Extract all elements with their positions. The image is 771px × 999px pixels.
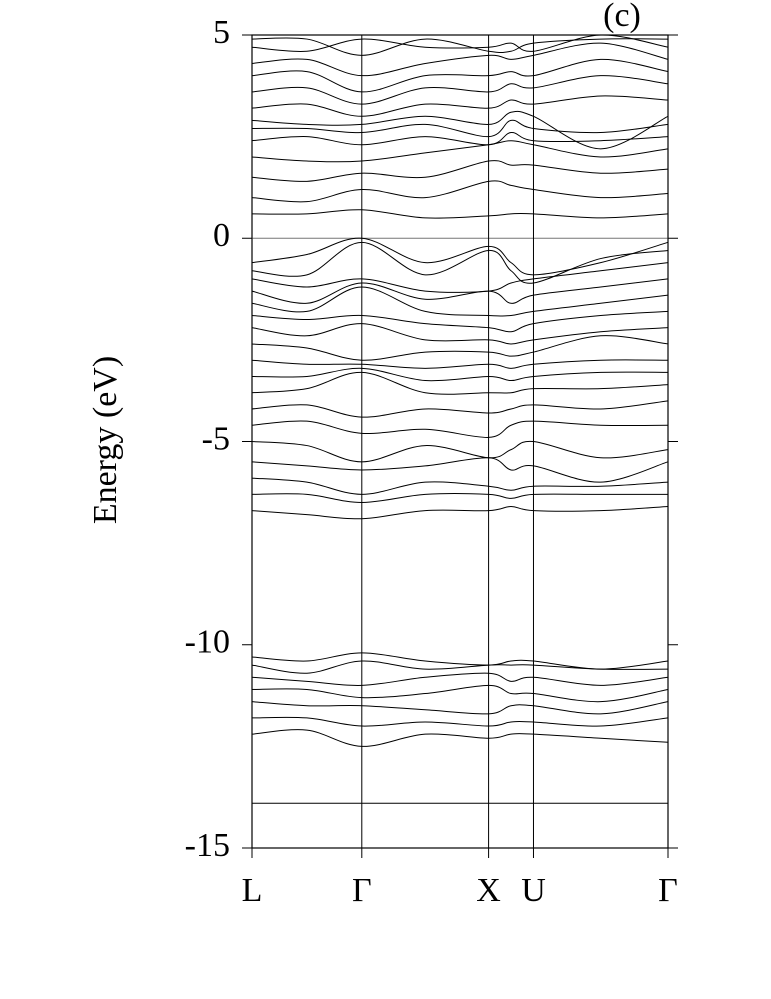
band-line (251, 729, 669, 747)
band-line (251, 75, 669, 105)
band-line (251, 716, 669, 727)
band-line (251, 506, 669, 520)
band-line (251, 477, 669, 495)
y-axis-label: Energy (eV) (87, 356, 124, 524)
band-line (251, 34, 669, 53)
band-line (251, 42, 669, 77)
band-line (251, 132, 669, 146)
band-line (251, 180, 669, 203)
x-tick-label: Γ (658, 872, 678, 909)
band-line (251, 110, 669, 150)
band-line (251, 371, 669, 395)
band-line (251, 359, 669, 369)
band-line (251, 493, 668, 503)
band-line (251, 367, 669, 382)
band-line (251, 684, 669, 703)
band-line (251, 323, 669, 345)
band-line (251, 660, 669, 674)
band-line (251, 95, 669, 117)
y-tick-label: -15 (185, 827, 230, 864)
band-line (251, 237, 669, 276)
band-line (251, 672, 669, 686)
band-line (251, 160, 669, 182)
band-line (251, 420, 669, 438)
band-line (251, 440, 669, 463)
band-line (251, 209, 669, 219)
band-line (251, 119, 669, 138)
band-line (251, 278, 669, 304)
band-line (251, 262, 669, 293)
band-line (251, 286, 669, 317)
band-line (251, 310, 669, 333)
y-tick-label: -5 (202, 420, 230, 457)
band-line (251, 400, 669, 418)
y-tick-label: -10 (185, 624, 230, 661)
band-line (251, 701, 669, 715)
band-line (251, 652, 669, 670)
band-line (251, 37, 669, 56)
x-tick-label: L (242, 872, 263, 909)
x-tick-label: U (521, 872, 546, 909)
band-line (251, 140, 669, 163)
x-tick-label: Γ (352, 872, 372, 909)
band-line (251, 457, 669, 483)
y-tick-label: 0 (213, 217, 230, 254)
band-line (251, 241, 669, 284)
panel-label: (c) (603, 0, 641, 34)
x-tick-label: X (476, 872, 501, 909)
y-tick-label: 5 (213, 14, 230, 51)
band-line (251, 58, 669, 93)
band-line (251, 335, 669, 361)
